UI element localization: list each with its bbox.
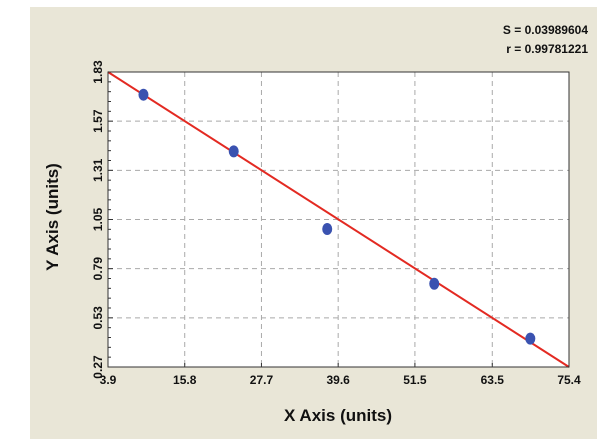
data-point (429, 277, 440, 290)
x-axis-label: X Axis (units) (284, 406, 392, 425)
tick-labels: 3.9 15.8 27.7 39.6 51.5 63.5 75.4 0.27 0.53 0.79 1… (91, 60, 581, 387)
data-point (525, 332, 536, 345)
y-tick-label: 0.53 (91, 306, 105, 330)
data-point (322, 222, 333, 235)
x-tick-label: 51.5 (403, 373, 427, 387)
x-tick-label: 75.4 (557, 373, 581, 387)
x-tick-label: 39.6 (326, 373, 350, 387)
plot-border (107, 71, 570, 368)
data-point (228, 145, 239, 158)
y-tick-label: 1.05 (91, 207, 105, 231)
y-tick-label: 1.57 (91, 109, 105, 133)
y-tick-label: 1.31 (91, 158, 105, 182)
data-point (138, 88, 149, 101)
x-tick-label: 15.8 (173, 373, 197, 387)
fit-line (107, 71, 570, 368)
x-tick-label: 63.5 (481, 373, 505, 387)
y-axis-label: Y Axis (units) (43, 163, 62, 271)
r-statistic: r = 0.99781221 (506, 42, 588, 56)
s-statistic: S = 0.03989604 (503, 23, 588, 37)
x-tick-label: 3.9 (100, 373, 117, 387)
y-tick-label: 0.79 (91, 257, 105, 281)
y-tick-label: 0.27 (91, 355, 105, 379)
y-tick-label: 1.83 (91, 60, 105, 84)
x-tick-label: 27.7 (250, 373, 274, 387)
data-points (138, 88, 536, 345)
